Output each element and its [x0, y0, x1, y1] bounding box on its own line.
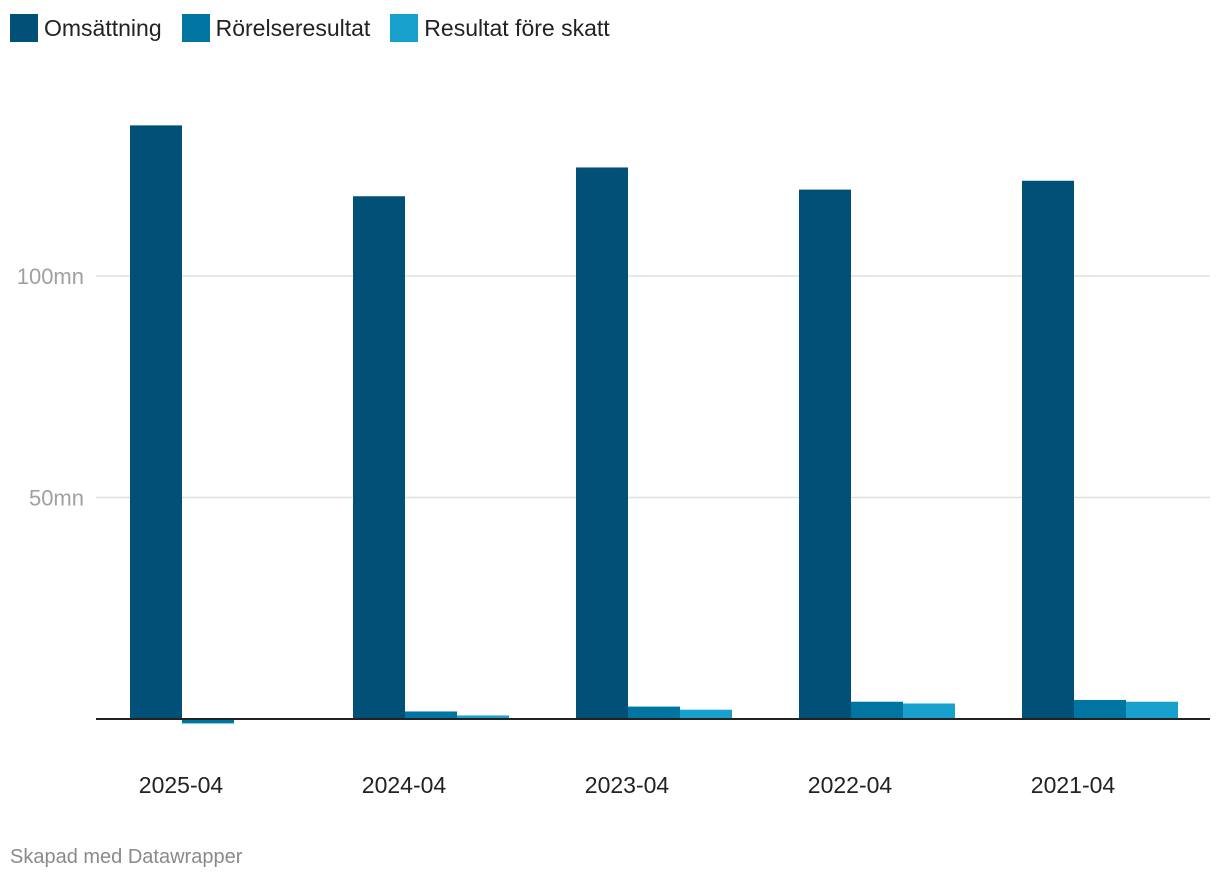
- legend-item-rorelseresultat: Rörelseresultat: [181, 14, 371, 42]
- legend-swatch: [10, 14, 38, 42]
- bar: [130, 125, 182, 719]
- bar: [851, 701, 903, 719]
- bar: [353, 196, 405, 719]
- bar: [1126, 701, 1178, 719]
- legend-label: Omsättning: [44, 14, 162, 41]
- bar: [182, 719, 234, 724]
- legend-label: Resultat före skatt: [424, 14, 610, 41]
- x-tick-label: 2022-04: [808, 772, 893, 798]
- legend-item-resultat-fore-skatt: Resultat före skatt: [390, 14, 610, 42]
- chart-legend: Omsättning Rörelseresultat Resultat före…: [10, 13, 630, 43]
- legend-label: Rörelseresultat: [215, 14, 371, 41]
- bar: [457, 715, 509, 719]
- bar: [1074, 699, 1126, 719]
- bar: [903, 703, 955, 719]
- x-tick-label: 2025-04: [139, 772, 224, 798]
- bar: [405, 711, 457, 719]
- y-tick-label: 100mn: [17, 264, 84, 289]
- bar: [1022, 180, 1074, 719]
- chart-credit: Skapad med Datawrapper: [10, 846, 243, 868]
- bar: [576, 167, 628, 720]
- x-tick-label: 2021-04: [1031, 772, 1116, 798]
- y-tick-label: 50mn: [29, 486, 84, 511]
- legend-item-omsattning: Omsättning: [10, 14, 162, 42]
- legend-swatch: [390, 14, 419, 42]
- legend-swatch: [181, 14, 210, 42]
- bar: [799, 189, 851, 720]
- bar: [628, 706, 680, 719]
- bar: [680, 709, 732, 719]
- x-tick-label: 2024-04: [362, 772, 447, 798]
- x-tick-label: 2023-04: [585, 772, 670, 798]
